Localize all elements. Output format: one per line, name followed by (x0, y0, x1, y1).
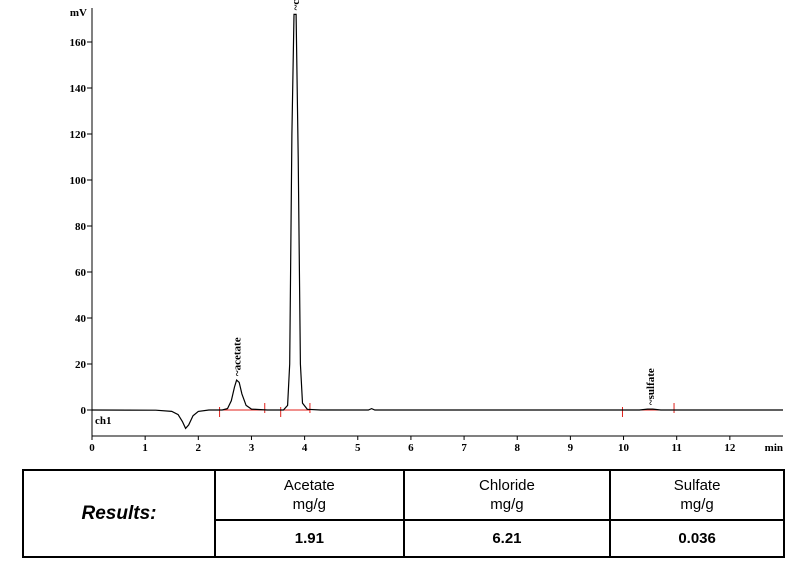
acetate-header: Acetate mg/g (214, 469, 405, 521)
y-tick-label-40: 40 (75, 313, 87, 325)
x-tick-label-1: 1 (142, 442, 148, 454)
x-tick-label-4: 4 (302, 442, 308, 454)
x-tick-label-12: 12 (724, 442, 736, 454)
x-tick-label-0: 0 (89, 442, 95, 454)
x-tick-label-11: 11 (671, 442, 681, 454)
chloride-name: Chloride (478, 477, 535, 494)
y-tick-label-80: 80 (75, 221, 87, 233)
y-tick-label-100: 100 (70, 175, 87, 187)
x-tick-label-6: 6 (408, 442, 414, 454)
x-tick-label-9: 9 (568, 442, 574, 454)
y-axis-unit: mV (70, 7, 87, 19)
y-tick-label-20: 20 (75, 359, 87, 371)
results-header-row: Results: Acetate mg/g Chloride mg/g Sulf… (22, 469, 785, 558)
x-tick-label-7: 7 (461, 442, 467, 454)
signal-trace (91, 13, 783, 430)
labels: ch1 ~acetate ~chloride ~sulfate (95, 0, 657, 427)
results-title: Results: (22, 469, 216, 558)
acetate-name: Acetate (283, 477, 335, 494)
y-tick-label-160: 160 (70, 37, 87, 49)
sulfate-value: 0.036 (609, 519, 785, 558)
sulfate-name: Sulfate (673, 477, 721, 494)
x-axis-unit: min (765, 442, 783, 454)
sulfate-header: Sulfate mg/g (609, 469, 785, 521)
chloride-header: Chloride mg/g (402, 469, 612, 521)
y-tick-label-120: 120 (70, 129, 87, 141)
results-table: Results: Acetate mg/g Chloride mg/g Sulf… (22, 469, 785, 558)
x-tick-label-10: 10 (618, 442, 630, 454)
y-tick-label-140: 140 (70, 83, 87, 95)
sulfate-unit: mg/g (680, 496, 714, 513)
peak-label-chloride: ~chloride (290, 0, 302, 10)
y-tick-label-0: 0 (81, 405, 87, 417)
chloride-value: 6.21 (402, 519, 612, 558)
acetate-unit: mg/g (292, 496, 327, 513)
channel-label: ch1 (95, 415, 112, 427)
x-tick-label-2: 2 (196, 442, 202, 454)
x-tick-label-3: 3 (249, 442, 255, 454)
chloride-unit: mg/g (490, 496, 524, 513)
peak-label-acetate: ~acetate (232, 337, 244, 376)
acetate-value: 1.91 (214, 519, 405, 558)
peak-label-sulfate: ~sulfate (645, 368, 657, 405)
x-tick-label-5: 5 (355, 442, 361, 454)
x-tick-label-8: 8 (514, 442, 520, 454)
traces (91, 13, 783, 430)
results-value-row: 1.91 6.21 0.036 (23, 519, 785, 558)
y-tick-label-60: 60 (75, 267, 87, 279)
